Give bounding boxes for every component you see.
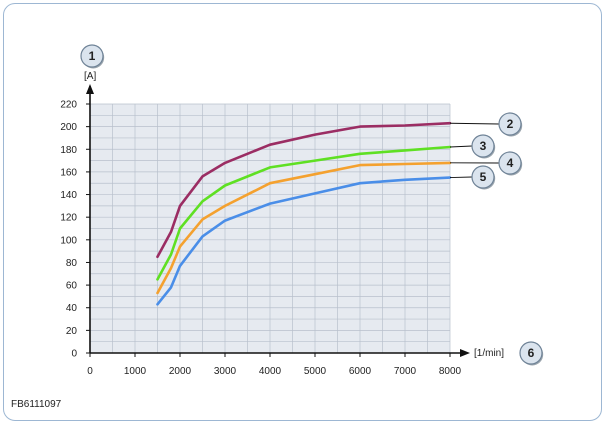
x-axis-arrow: [460, 349, 470, 357]
x-tick-label: 1000: [124, 366, 147, 377]
y-tick-label: 220: [60, 100, 77, 111]
callout-2-circle: [498, 112, 522, 136]
grid: [90, 103, 451, 353]
y-tick-label: 80: [66, 258, 78, 269]
callout-4-circle: [498, 151, 522, 175]
series-line-2: [156, 121, 452, 259]
x-tick-label: 8000: [439, 366, 462, 377]
callout-2: 2: [498, 112, 523, 137]
series-line-4: [156, 161, 452, 295]
x-tick-label: 2000: [169, 366, 192, 377]
y-tick-label: 160: [60, 167, 77, 178]
y-tick-label: 60: [66, 281, 78, 292]
series-line-3: [156, 145, 452, 281]
callout-6-label: 6: [528, 346, 535, 360]
leader-line-2: [449, 122, 500, 125]
x-tick-label: 0: [87, 366, 93, 377]
x-tick-label: 6000: [349, 366, 372, 377]
callout-6-circle: [519, 341, 543, 365]
axes: [86, 84, 470, 357]
y-tick-labels: 0 20 40 60 80 100 120 140 160 180 200 220: [60, 100, 90, 360]
callout-3-circle: [471, 134, 495, 158]
callout-5-label: 5: [480, 170, 487, 184]
callout-3: 3: [471, 134, 496, 159]
callout-1-label: 1: [89, 49, 96, 63]
callout-5-circle: [471, 165, 495, 189]
y-tick-label: 120: [60, 213, 77, 224]
callout-4-label: 4: [507, 156, 514, 170]
y-tick-label: 100: [60, 235, 77, 246]
y-tick-label: 40: [66, 303, 78, 314]
callout-2-label: 2: [507, 117, 514, 131]
y-tick-label: 200: [60, 122, 77, 133]
series-lines: [156, 121, 452, 306]
y-unit-label: [A]: [84, 71, 96, 82]
x-tick-label: 5000: [304, 366, 327, 377]
callout-4: 4: [498, 151, 523, 176]
callout-1-circle: [80, 44, 104, 68]
y-axis-arrow: [86, 84, 94, 94]
x-tick-label: 7000: [394, 366, 417, 377]
x-unit-label: [1/min]: [474, 348, 504, 359]
callout-6: 6: [519, 341, 544, 366]
callout-5: 5: [471, 165, 496, 190]
callout-3-label: 3: [480, 139, 487, 153]
callout-1: 1: [80, 44, 105, 69]
series-line-5: [156, 176, 452, 306]
x-tick-label: 4000: [259, 366, 282, 377]
callouts: 2 3 4 5 1 6: [80, 44, 544, 366]
figure-code: FB6111097: [11, 399, 62, 410]
x-tick-label: 3000: [214, 366, 237, 377]
leader-line-5: [449, 176, 473, 179]
y-tick-label: 20: [66, 326, 78, 337]
y-tick-label: 0: [71, 349, 77, 360]
callout-leaders: [449, 122, 500, 179]
y-tick-label: 140: [60, 190, 77, 201]
y-tick-label: 180: [60, 145, 77, 156]
leader-line-3: [449, 145, 473, 148]
x-tick-labels: 0 1000 2000 3000 4000 5000 6000 7000 8000: [87, 353, 462, 377]
